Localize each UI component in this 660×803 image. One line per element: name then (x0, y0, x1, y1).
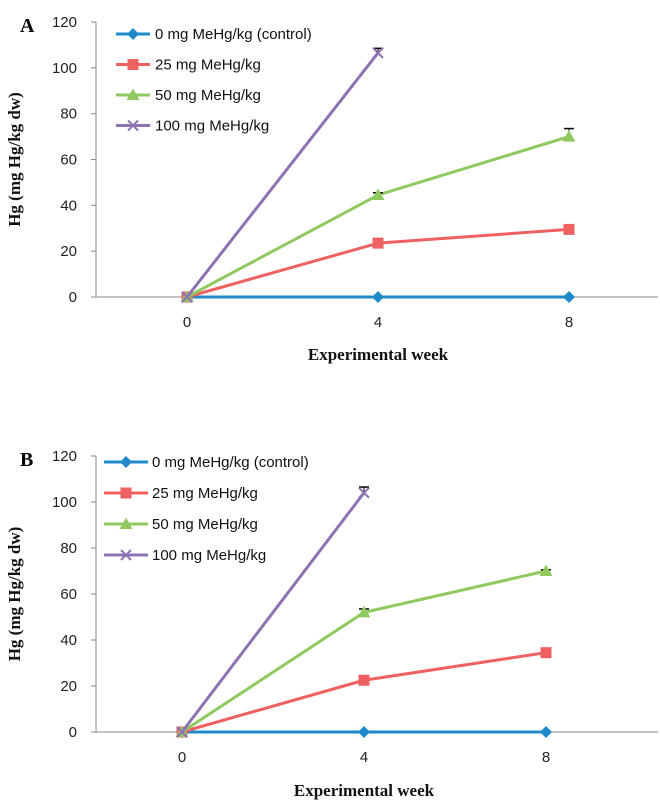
legend-swatch-marker (127, 59, 139, 70)
series-1 (181, 223, 575, 303)
y-tick-label: 60 (60, 586, 77, 603)
data-point (372, 237, 384, 249)
legend-swatch-marker (126, 88, 140, 100)
y-tick-label: 40 (60, 197, 77, 214)
y-tick-label: 0 (69, 289, 77, 306)
x-tick-label: 8 (542, 749, 550, 766)
legend-swatch-marker (120, 456, 132, 468)
legend-label: 50 mg MeHg/kg (155, 87, 261, 104)
y-tick-label: 0 (69, 724, 77, 741)
x-tick-label: 0 (178, 749, 186, 766)
data-point (181, 291, 193, 303)
legend-label: 50 mg MeHg/kg (152, 516, 258, 533)
y-tick-label: 60 (60, 152, 77, 169)
legend-item: 0 mg MeHg/kg (control) (116, 26, 312, 43)
y-axis-title: Hg (mg Hg/kg dw) (5, 92, 24, 227)
x-axis-title: Experimental week (294, 781, 435, 800)
legend-swatch-marker (127, 119, 139, 132)
legend: 0 mg MeHg/kg (control) 25 mg MeHg/kg 50 mg… (116, 26, 312, 135)
y-tick-label: 80 (60, 106, 77, 123)
series-line (181, 651, 547, 734)
data-point (358, 487, 370, 499)
y-tick-label: 120 (52, 448, 77, 465)
series-2 (175, 564, 553, 737)
series-line (181, 569, 547, 734)
legend-label: 25 mg MeHg/kg (152, 485, 258, 502)
legend: 0 mg MeHg/kg (control) 25 mg MeHg/kg 50 mg… (104, 454, 309, 564)
legend-item: 25 mg MeHg/kg (104, 485, 258, 502)
series-line (186, 135, 570, 299)
data-point (539, 564, 553, 576)
legend-label: 25 mg MeHg/kg (155, 57, 261, 74)
legend-label: 0 mg MeHg/kg (control) (152, 454, 309, 471)
y-tick-label: 40 (60, 632, 77, 649)
x-axis-title: Experimental week (308, 345, 449, 364)
y-tick-label: 100 (52, 60, 77, 77)
panel-letter: A (20, 15, 35, 37)
data-point (358, 674, 370, 686)
x-tick-label: 8 (565, 314, 573, 331)
data-point (540, 726, 552, 738)
series-0 (181, 291, 575, 303)
data-point (562, 130, 576, 142)
legend-label: 100 mg MeHg/kg (152, 547, 266, 564)
data-point (358, 726, 370, 738)
chart-panel-b: B 0 20 40 60 80 100 120 0 4 8 Hg (mg Hg/kg dw) Exper… (5, 448, 658, 800)
y-axis-title: Hg (mg Hg/kg dw) (5, 527, 24, 662)
series-line (185, 52, 380, 298)
x-tick-label: 0 (183, 314, 191, 331)
chart-panel-a: A 0 20 40 60 80 100 120 0 4 8 Hg (mg Hg/kg dw) Exper… (5, 14, 658, 364)
legend-item: 50 mg MeHg/kg (116, 87, 261, 104)
legend-label: 100 mg MeHg/kg (155, 118, 269, 135)
y-tick-label: 100 (52, 494, 77, 511)
data-point (540, 647, 552, 659)
data-point (371, 188, 385, 201)
x-tick-label: 4 (360, 749, 368, 766)
legend-label: 0 mg MeHg/kg (control) (155, 26, 312, 43)
legend-swatch-marker (119, 517, 133, 529)
x-tick-label: 4 (374, 314, 382, 331)
legend-item: 100 mg MeHg/kg (104, 547, 266, 564)
series-3 (181, 47, 384, 303)
series-2 (180, 127, 576, 302)
legend-swatch-marker (127, 28, 139, 40)
panel-letter: B (20, 449, 33, 471)
series-0 (176, 726, 552, 738)
data-point (563, 223, 575, 235)
legend-swatch-marker (120, 487, 132, 499)
series-1 (176, 647, 552, 738)
legend-item: 25 mg MeHg/kg (116, 57, 261, 74)
y-tick-label: 20 (60, 243, 77, 260)
data-point (357, 605, 371, 618)
data-point (372, 47, 384, 59)
legend-swatch-marker (120, 549, 132, 561)
y-tick-label: 80 (60, 540, 77, 557)
y-tick-label: 120 (52, 14, 77, 31)
legend-item: 100 mg MeHg/kg (116, 118, 269, 135)
legend-item: 50 mg MeHg/kg (104, 516, 258, 533)
series-line (180, 491, 366, 733)
data-point (372, 291, 384, 303)
y-tick-label: 20 (60, 678, 77, 695)
data-point (176, 726, 188, 738)
series-3 (176, 486, 370, 738)
legend-item: 0 mg MeHg/kg (control) (104, 454, 309, 471)
data-point (563, 291, 575, 303)
